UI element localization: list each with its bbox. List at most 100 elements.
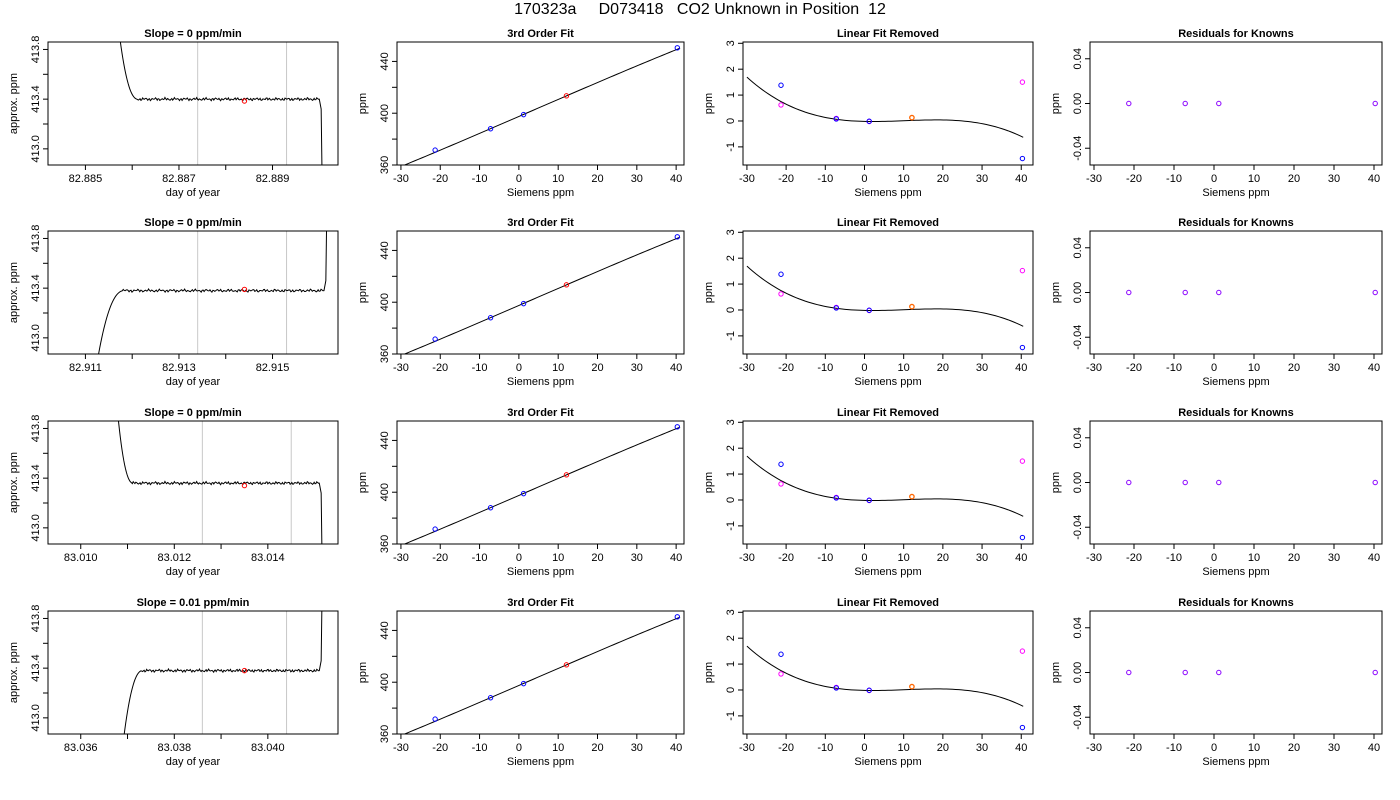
- raw-offset-point: [778, 291, 784, 297]
- y-tick-label: 2: [725, 66, 737, 72]
- x-tick-label: -20: [432, 552, 448, 564]
- y-tick-label: 413.0: [30, 704, 42, 732]
- y-tick-label: 360: [379, 156, 391, 174]
- instrument-trace: [117, 421, 323, 544]
- y-tick-label: 413.8: [30, 415, 42, 443]
- y-axis-label: approx. ppm: [8, 73, 20, 134]
- y-axis-label: ppm: [1050, 93, 1062, 114]
- x-tick-label: 83.014: [251, 552, 285, 564]
- x-tick-label: 30: [631, 742, 643, 754]
- y-tick-label: -0.04: [1072, 705, 1084, 730]
- y-tick-label: -0.04: [1072, 136, 1084, 161]
- x-tick-label: -30: [393, 742, 409, 754]
- panel-title: Slope = 0.01 ppm/min: [137, 597, 250, 609]
- residual-point: [1126, 289, 1132, 296]
- x-tick-label: 0: [516, 552, 522, 564]
- x-tick-label: 20: [937, 173, 949, 185]
- x-tick-label: 0: [516, 362, 522, 374]
- y-tick-label: -1: [725, 711, 737, 721]
- sample-mean-point: [241, 667, 248, 674]
- residual-point: [1372, 100, 1378, 107]
- y-tick-label: 0: [725, 307, 737, 313]
- x-tick-label: 10: [898, 173, 910, 185]
- known-standard-point: [833, 116, 839, 122]
- x-tick-label: -30: [1086, 552, 1102, 564]
- plot-area: [746, 645, 1026, 731]
- panel-title: Residuals for Knowns: [1178, 28, 1294, 40]
- x-tick-label: 10: [898, 362, 910, 374]
- plot-area: [1126, 479, 1378, 486]
- x-axis-label: day of year: [166, 756, 221, 768]
- x-tick-label: -30: [739, 742, 755, 754]
- known-standard-point: [833, 685, 839, 691]
- x-tick-label: -10: [472, 362, 488, 374]
- panel-fit-row-1: 3rd Order Fit Siemens ppm ppm -30 -20 -10 0 10 2…: [357, 28, 685, 199]
- x-tick-label: 40: [1015, 362, 1027, 374]
- x-tick-label: 0: [861, 742, 867, 754]
- y-tick-label: 360: [379, 725, 391, 743]
- panel-title: Residuals for Knowns: [1178, 407, 1294, 419]
- x-tick-label: 30: [976, 173, 988, 185]
- plot-area: [746, 76, 1026, 162]
- y-axis-label: ppm: [1050, 282, 1062, 303]
- x-tick-label: 40: [1368, 552, 1380, 564]
- x-tick-label: 40: [1368, 362, 1380, 374]
- fit-curve: [403, 426, 681, 544]
- y-tick-label: 2: [725, 445, 737, 451]
- x-tick-label: -30: [739, 362, 755, 374]
- residual-point: [1216, 100, 1222, 107]
- y-axis-label: approx. ppm: [8, 262, 20, 323]
- x-tick-label: -10: [817, 362, 833, 374]
- raw-offset-point: [1019, 79, 1026, 85]
- plot-frame: [396, 610, 685, 735]
- panel-fit-row-2: 3rd Order Fit Siemens ppm ppm -30 -20 -10 0 10 2…: [357, 217, 685, 388]
- y-tick-label: 0.00: [1072, 472, 1084, 493]
- known-standard-point: [833, 305, 839, 311]
- unknown-sample-point: [563, 472, 570, 478]
- x-tick-label: 40: [670, 173, 682, 185]
- x-tick-label: 82.885: [69, 173, 103, 185]
- y-tick-label: 440: [379, 621, 391, 639]
- y-tick-label: 0.04: [1072, 617, 1084, 638]
- known-standard-point: [1019, 724, 1026, 731]
- panel-residuals-row-2: Residuals for Knowns Siemens ppm ppm -30 -20…: [1050, 217, 1383, 388]
- known-standard-point: [1019, 155, 1026, 162]
- known-standard-point: [674, 45, 681, 51]
- y-tick-label: 0: [725, 497, 737, 503]
- x-tick-label: 30: [1328, 173, 1340, 185]
- residual-point: [1372, 479, 1378, 486]
- x-tick-label: 0: [1211, 552, 1217, 564]
- x-tick-label: 0: [1211, 362, 1217, 374]
- plot-area: [746, 265, 1026, 351]
- plot-frame: [396, 41, 685, 166]
- x-axis-label: Siemens ppm: [507, 187, 574, 199]
- x-axis-label: day of year: [166, 566, 221, 578]
- x-tick-label: 0: [516, 173, 522, 185]
- x-tick-label: 20: [1288, 173, 1300, 185]
- panel-title: Linear Fit Removed: [837, 597, 939, 609]
- y-tick-label: 413.4: [30, 274, 42, 302]
- y-tick-label: 413.8: [30, 225, 42, 253]
- x-axis-label: Siemens ppm: [507, 566, 574, 578]
- y-tick-label: 3: [725, 229, 737, 235]
- y-tick-label: 3: [725, 609, 737, 615]
- residual-point: [1216, 289, 1222, 296]
- x-axis-label: day of year: [166, 187, 221, 199]
- known-standard-point: [520, 680, 527, 687]
- y-tick-label: 0.04: [1072, 237, 1084, 258]
- y-tick-label: 413.8: [30, 605, 42, 633]
- instrument-trace: [123, 611, 323, 734]
- known-standard-point: [866, 687, 872, 693]
- x-tick-label: 83.038: [157, 742, 191, 754]
- y-axis-label: approx. ppm: [8, 452, 20, 513]
- x-tick-label: 30: [1328, 362, 1340, 374]
- x-tick-label: -20: [1126, 552, 1142, 564]
- x-tick-label: -20: [1126, 362, 1142, 374]
- x-axis-label: Siemens ppm: [854, 187, 921, 199]
- panel-residuals-row-3: Residuals for Knowns Siemens ppm ppm -30 -20…: [1050, 407, 1383, 578]
- panel-time-series-row-3: Slope = 0 ppm/min day of year approx. ppm 8…: [8, 407, 339, 578]
- y-axis-label: ppm: [357, 662, 369, 683]
- y-tick-label: 0.04: [1072, 48, 1084, 69]
- x-tick-label: -30: [739, 173, 755, 185]
- y-tick-label: -1: [725, 331, 737, 341]
